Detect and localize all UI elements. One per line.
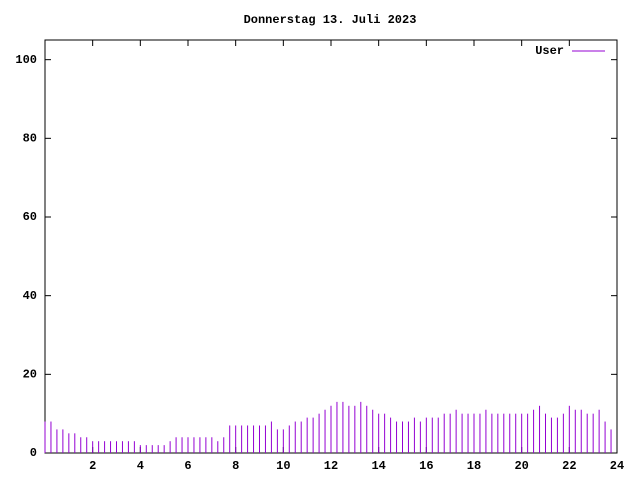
y-tick-label: 60 xyxy=(23,210,37,224)
x-tick-label: 6 xyxy=(184,459,191,473)
legend-label: User xyxy=(535,44,564,58)
plot-border xyxy=(44,39,618,454)
x-tick-label: 12 xyxy=(324,459,338,473)
y-tick-label: 0 xyxy=(30,446,37,460)
x-tick-label: 14 xyxy=(371,459,385,473)
x-tick-label: 16 xyxy=(419,459,433,473)
y-tick-label: 40 xyxy=(23,289,37,303)
x-tick-label: 20 xyxy=(514,459,528,473)
x-tick-label: 4 xyxy=(137,459,144,473)
y-tick-label: 100 xyxy=(15,53,37,67)
x-tick-label: 18 xyxy=(467,459,481,473)
x-tick-label: 2 xyxy=(89,459,96,473)
x-tick-label: 8 xyxy=(232,459,239,473)
x-tick-label: 10 xyxy=(276,459,290,473)
x-tick-label: 22 xyxy=(562,459,576,473)
chart-title: Donnerstag 13. Juli 2023 xyxy=(244,13,417,27)
y-tick-label: 20 xyxy=(23,368,37,382)
x-tick-label: 24 xyxy=(610,459,624,473)
y-tick-label: 80 xyxy=(23,132,37,146)
